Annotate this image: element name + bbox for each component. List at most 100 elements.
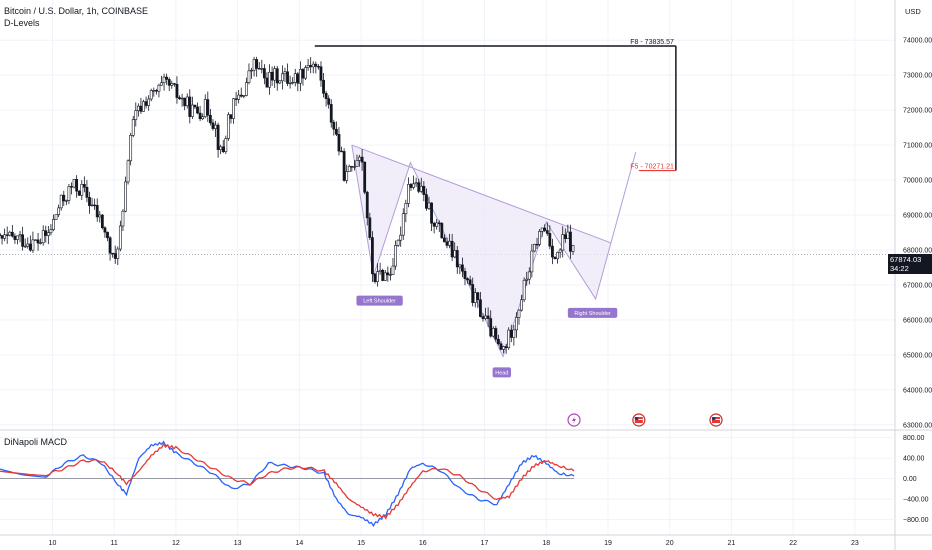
candle-body [571,245,575,252]
macd-tick-label: 400.00 [903,456,925,463]
candle-body [255,59,259,69]
candle-body [268,71,271,88]
candle-body [301,68,305,79]
flag-stripe [712,419,720,420]
candle-body [46,232,50,236]
candle-body [167,79,171,86]
pattern-label-pill [356,295,403,306]
time-tick-label: 16 [419,540,427,547]
candle-body [70,186,73,188]
time-tick-label: 20 [666,540,674,547]
macd-panel-title[interactable]: DiNapoli MACD [4,437,68,447]
candle-body [466,278,469,281]
candle-body [507,329,511,349]
candle-body [219,146,223,150]
candle-body [100,214,104,229]
candle-body [152,90,156,92]
candle-body [417,182,421,192]
candle-body [183,97,187,107]
candle-body [540,227,544,232]
candle-body [311,63,315,68]
candle-body [556,251,559,260]
macd-tick-label: −800.00 [903,517,929,524]
candle-body [98,214,102,218]
candle-body [512,329,516,338]
candle-body [82,184,86,188]
candle-body [419,185,423,192]
candle-body [278,80,282,84]
candle-body [494,328,498,340]
candle-body [247,70,251,83]
candle-body [535,243,539,246]
macd-tick-label: −400.00 [903,497,929,504]
candle-body [504,346,508,349]
candle-body [36,239,40,244]
candle-body [386,272,390,276]
candle-body [116,248,120,259]
candle-body [170,83,174,86]
candle-body [293,73,297,83]
candle-body [111,252,115,255]
candle-body [561,234,565,251]
event-icons[interactable] [567,413,723,427]
candle-body [437,222,441,224]
candle-body [422,185,426,195]
candle-body [286,71,289,84]
time-tick-label: 22 [789,540,797,547]
fibonacci-levels[interactable]: F8 - 73835.57 F5 - 70271.21 [314,39,677,172]
candle-body [157,84,161,92]
candle-body [206,99,210,116]
candle-body [16,235,19,240]
candle-body [3,234,7,239]
candle-body [113,253,117,259]
candle-body [332,121,336,130]
candle-body [178,97,181,100]
candle-body [327,98,331,105]
candle-body [304,67,307,79]
candle-body [409,184,413,188]
candle-body [149,90,153,100]
candle-body [93,204,97,207]
candle-body [319,66,323,81]
pattern-outline[interactable] [351,145,637,358]
time-tick-label: 15 [357,540,365,547]
candle-body [175,83,179,98]
candle-body [486,315,490,319]
candle-body [5,234,9,236]
candle-body [64,200,68,202]
candle-body [479,299,482,317]
candle-body [275,68,279,84]
candle-body [473,292,477,303]
candle-body [322,79,325,94]
macd-tick-label: 800.00 [903,435,925,442]
macd-panel [0,437,895,528]
candle-body [196,106,199,114]
candle-body [67,186,71,201]
candle-body [59,194,63,209]
candle-body [262,68,266,79]
candle-body [484,315,487,319]
candle-body [242,95,246,97]
candle-body [350,166,354,168]
candle-body [432,222,436,227]
currency-label[interactable]: USD [905,7,921,16]
candle-body [165,76,169,80]
candle-body [399,234,403,241]
candle-body [309,65,313,68]
candle-body [445,241,449,246]
candle-body [296,73,300,84]
candle-body [44,230,48,236]
candle-body [427,202,431,209]
macd-tick-label: 0.00 [903,476,917,483]
indicator-label[interactable]: D-Levels [4,18,40,28]
candle-body [463,270,467,279]
candle-body [39,242,43,244]
candle-body [198,112,202,120]
candle-body [75,179,79,192]
candle-body [270,71,274,81]
price-tick-label: 64000.00 [903,387,932,394]
candle-body [265,77,269,88]
candle-body [414,182,418,185]
candle-body [160,82,163,86]
